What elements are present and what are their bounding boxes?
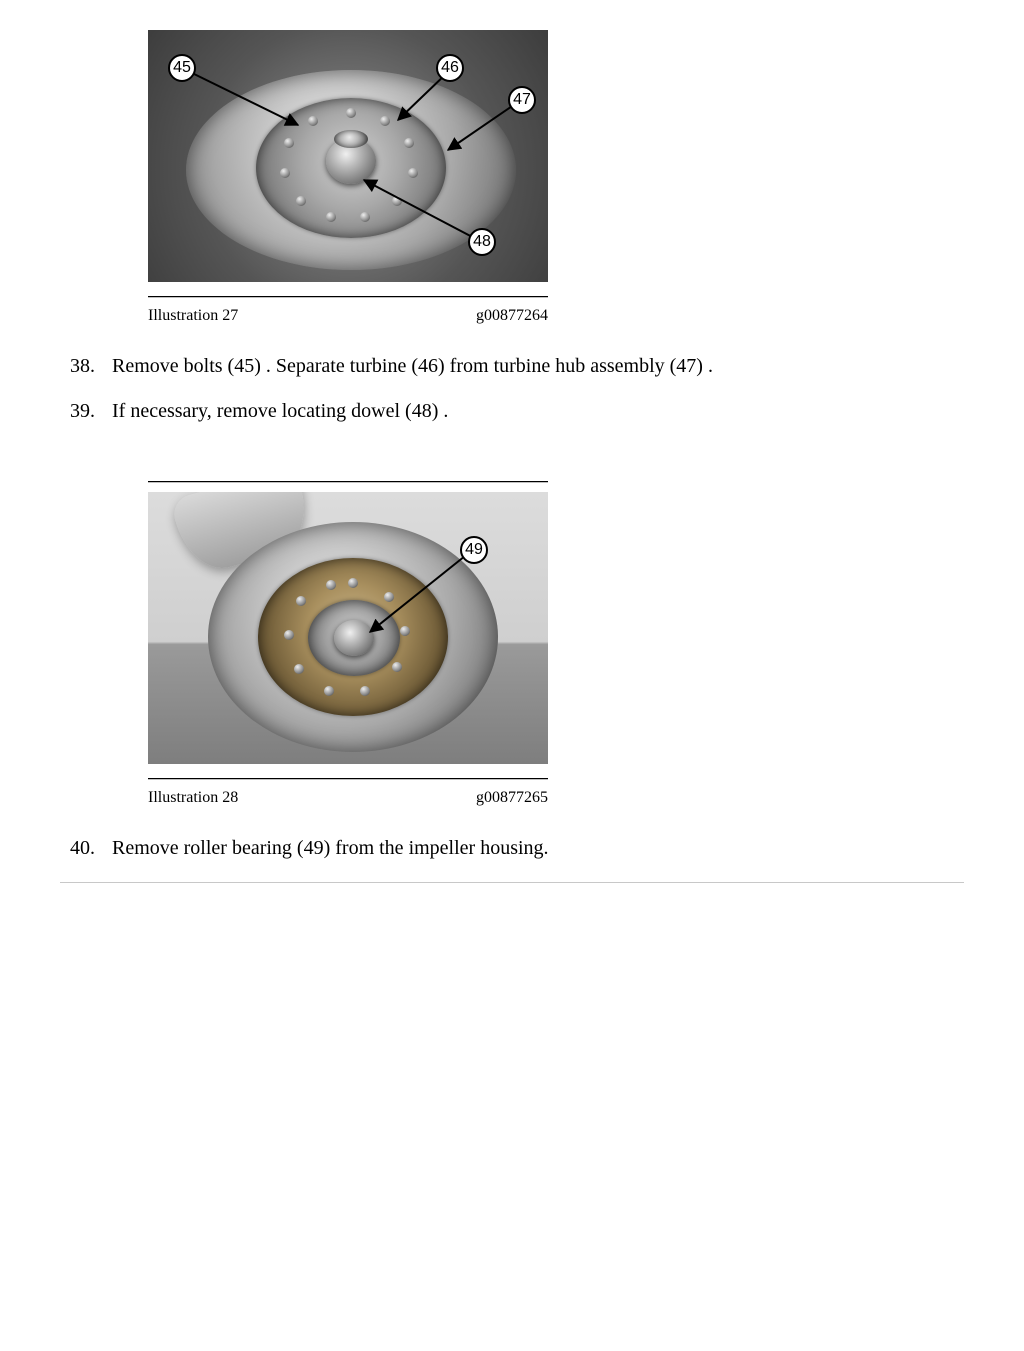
figure-28-image: 49 <box>148 492 548 764</box>
callout-48: 48 <box>468 228 496 256</box>
callout-45: 45 <box>168 54 196 82</box>
figure-28-separator <box>148 778 548 779</box>
callout-46: 46 <box>436 54 464 82</box>
step-list-a: Remove bolts (45) . Separate turbine (46… <box>60 351 964 427</box>
page: 45 46 47 48 Illustration 27 g00877264 Re… <box>0 0 1024 923</box>
figure-27-separator <box>148 296 548 297</box>
callout-49: 49 <box>460 536 488 564</box>
figure-27-block: 45 46 47 48 Illustration 27 g00877264 <box>148 30 548 325</box>
step-38-text: Remove bolts (45) . Separate turbine (46… <box>112 355 713 377</box>
figure-27-code: g00877264 <box>476 307 548 325</box>
step-39: If necessary, remove locating dowel (48)… <box>100 396 964 427</box>
step-40: Remove roller bearing (49) from the impe… <box>100 833 964 864</box>
step-38: Remove bolts (45) . Separate turbine (46… <box>100 351 964 382</box>
section-divider <box>60 882 964 883</box>
step-list-b: Remove roller bearing (49) from the impe… <box>60 833 964 864</box>
callout-48-label: 48 <box>473 233 491 251</box>
callout-45-label: 45 <box>173 59 191 77</box>
figure-27-image: 45 46 47 48 <box>148 30 548 282</box>
callout-47: 47 <box>508 86 536 114</box>
figure-28-code: g00877265 <box>476 789 548 807</box>
figure-27-label: Illustration 27 <box>148 307 238 325</box>
figure-28-caption: Illustration 28 g00877265 <box>148 789 548 807</box>
callout-46-label: 46 <box>441 59 459 77</box>
step-39-text: If necessary, remove locating dowel (48)… <box>112 400 448 422</box>
callout-49-label: 49 <box>465 541 483 559</box>
figure-28-block: 49 Illustration 28 g00877265 <box>148 481 548 807</box>
callout-47-label: 47 <box>513 91 531 109</box>
figure-27-caption: Illustration 27 g00877264 <box>148 307 548 325</box>
figure-28-top-separator <box>148 481 548 482</box>
figure-28-label: Illustration 28 <box>148 789 238 807</box>
step-40-text: Remove roller bearing (49) from the impe… <box>112 837 549 859</box>
